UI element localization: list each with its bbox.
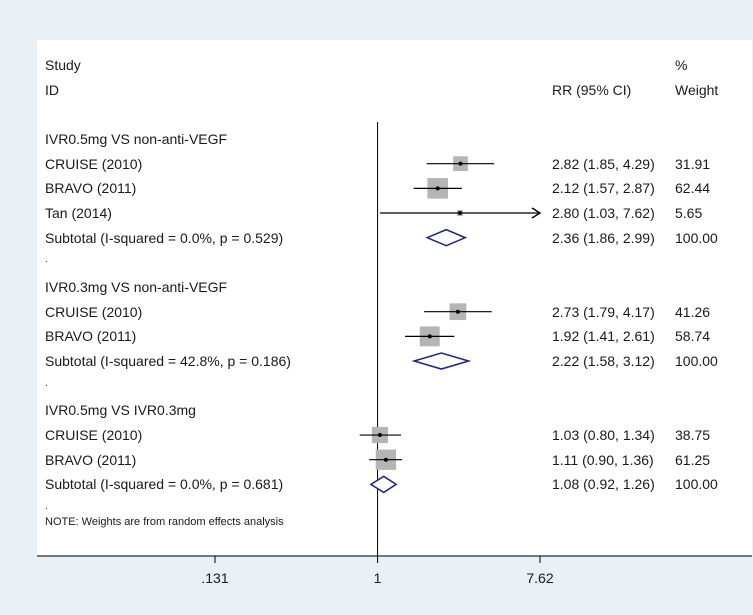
subtotal-label: Subtotal (I-squared = 0.0%, p = 0.529) <box>45 229 284 246</box>
point-estimate-dot <box>377 433 382 438</box>
weights-note: NOTE: Weights are from random effects an… <box>45 516 284 528</box>
weight-value: 58.74 <box>675 328 711 345</box>
x-tick-label: 7.62 <box>526 570 554 586</box>
point-estimate-dot <box>427 334 432 339</box>
rr-ci-value: 2.80 (1.03, 7.62) <box>552 205 655 221</box>
point-estimate-dot <box>383 457 388 462</box>
weight-value: 62.44 <box>675 180 711 197</box>
header-study: Study <box>45 57 81 73</box>
point-estimate-dot <box>435 186 440 191</box>
weight-value: 31.91 <box>675 155 711 172</box>
pooled-estimate-diamond <box>411 352 472 370</box>
weight-value: 41.26 <box>675 303 711 320</box>
study-label: BRAVO (2011) <box>45 451 137 468</box>
pooled-estimate-diamond <box>425 228 468 247</box>
spacer-dot: . <box>45 377 48 389</box>
pooled-estimate-diamond <box>369 475 398 494</box>
header-weight: Weight <box>675 82 719 98</box>
rr-ci-value: 2.82 (1.85, 4.29) <box>552 155 655 172</box>
point-estimate-dot <box>457 211 462 216</box>
x-tick-label: 1 <box>373 570 382 586</box>
spacer-dot: . <box>45 254 48 266</box>
weight-value: 61.25 <box>675 451 711 468</box>
ci-arrowhead <box>531 207 542 219</box>
weight-value: 100.00 <box>675 476 718 493</box>
weight-value: 100.00 <box>675 229 718 246</box>
study-label: BRAVO (2011) <box>45 328 137 345</box>
spacer-dot: . <box>45 501 48 513</box>
rr-ci-value: 1.92 (1.41, 2.61) <box>552 328 655 345</box>
study-label: CRUISE (2010) <box>45 303 143 320</box>
rr-ci-value: 2.22 (1.58, 3.12) <box>552 353 655 370</box>
subtotal-label: Subtotal (I-squared = 0.0%, p = 0.681) <box>45 476 284 493</box>
study-label: Tan (2014) <box>45 205 112 221</box>
rr-ci-value: 1.11 (0.90, 1.36) <box>552 451 654 468</box>
weight-value: 5.65 <box>675 205 703 221</box>
rr-ci-value: 2.12 (1.57, 2.87) <box>552 180 655 197</box>
rr-ci-value: 2.73 (1.79, 4.17) <box>552 303 655 320</box>
header-rr: RR (95% CI) <box>552 82 632 98</box>
x-tick-label: .131 <box>201 570 229 586</box>
weight-value: 100.00 <box>675 353 718 370</box>
group-label: IVR0.3mg VS non-anti-VEGF <box>45 279 228 296</box>
rr-ci-value: 1.08 (0.92, 1.26) <box>552 476 655 493</box>
group-label: IVR0.5mg VS IVR0.3mg <box>45 402 196 419</box>
header-id: ID <box>45 82 59 98</box>
rr-ci-value: 1.03 (0.80, 1.34) <box>552 427 655 444</box>
study-label: CRUISE (2010) <box>45 427 143 444</box>
study-label: CRUISE (2010) <box>45 155 143 172</box>
point-estimate-dot <box>455 309 460 314</box>
group-label: IVR0.5mg VS non-anti-VEGF <box>45 131 228 147</box>
weight-value: 38.75 <box>675 427 711 444</box>
study-label: BRAVO (2011) <box>45 180 137 197</box>
header-weight-percent: % <box>675 57 688 73</box>
rr-ci-value: 2.36 (1.86, 2.99) <box>552 229 655 246</box>
point-estimate-dot <box>458 161 463 166</box>
subtotal-label: Subtotal (I-squared = 42.8%, p = 0.186) <box>45 353 291 370</box>
